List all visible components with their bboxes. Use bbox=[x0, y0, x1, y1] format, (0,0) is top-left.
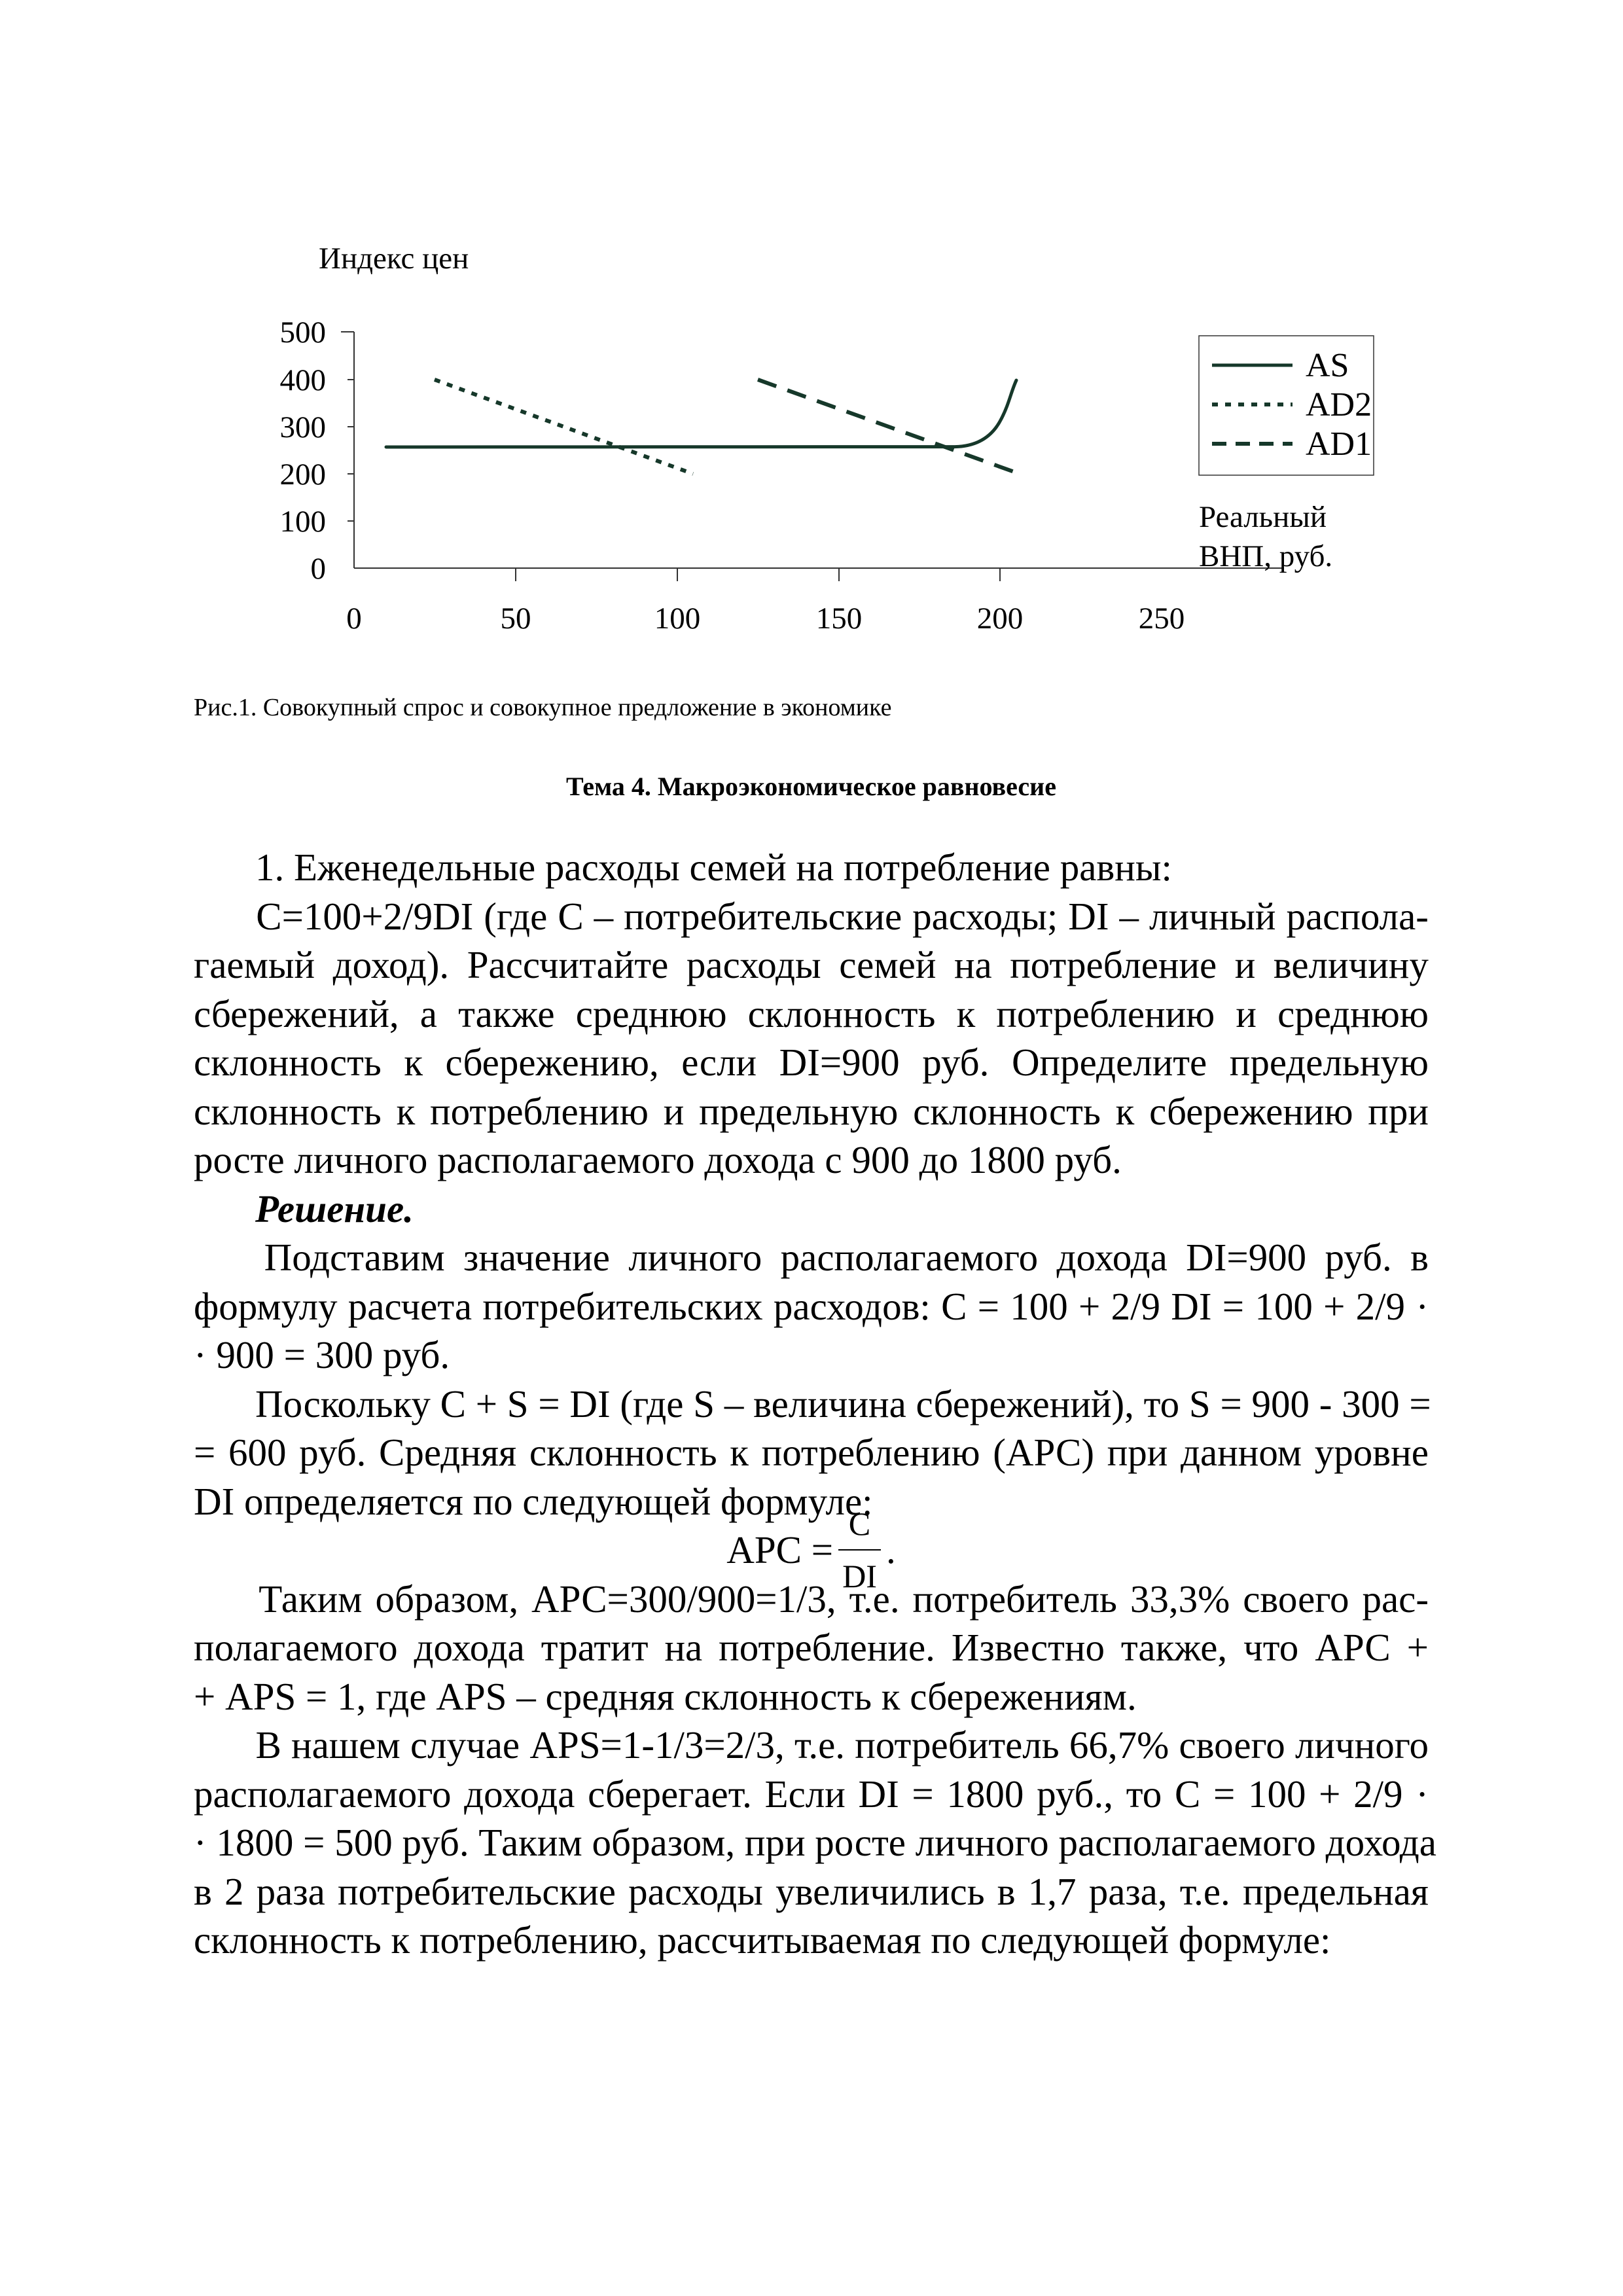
svg-text:Реальный: Реальный bbox=[1199, 500, 1327, 534]
svg-text:100: 100 bbox=[280, 505, 327, 539]
svg-text:50: 50 bbox=[501, 601, 531, 636]
svg-text:Индекс цен: Индекс цен bbox=[319, 242, 469, 276]
svg-text:300: 300 bbox=[280, 410, 327, 444]
svg-text:AD2: AD2 bbox=[1306, 386, 1372, 423]
svg-text:AS: AS bbox=[1306, 347, 1349, 384]
svg-text:150: 150 bbox=[816, 601, 863, 636]
svg-text:AD1: AD1 bbox=[1306, 425, 1372, 463]
svg-text:0: 0 bbox=[346, 601, 362, 636]
svg-text:200: 200 bbox=[280, 457, 327, 492]
svg-text:500: 500 bbox=[280, 315, 327, 350]
svg-text:200: 200 bbox=[977, 601, 1024, 636]
svg-text:250: 250 bbox=[1139, 601, 1185, 636]
svg-text:400: 400 bbox=[280, 363, 327, 397]
svg-text:0: 0 bbox=[311, 552, 327, 586]
svg-text:ВНП, руб.: ВНП, руб. bbox=[1199, 539, 1332, 573]
svg-text:100: 100 bbox=[654, 601, 701, 636]
